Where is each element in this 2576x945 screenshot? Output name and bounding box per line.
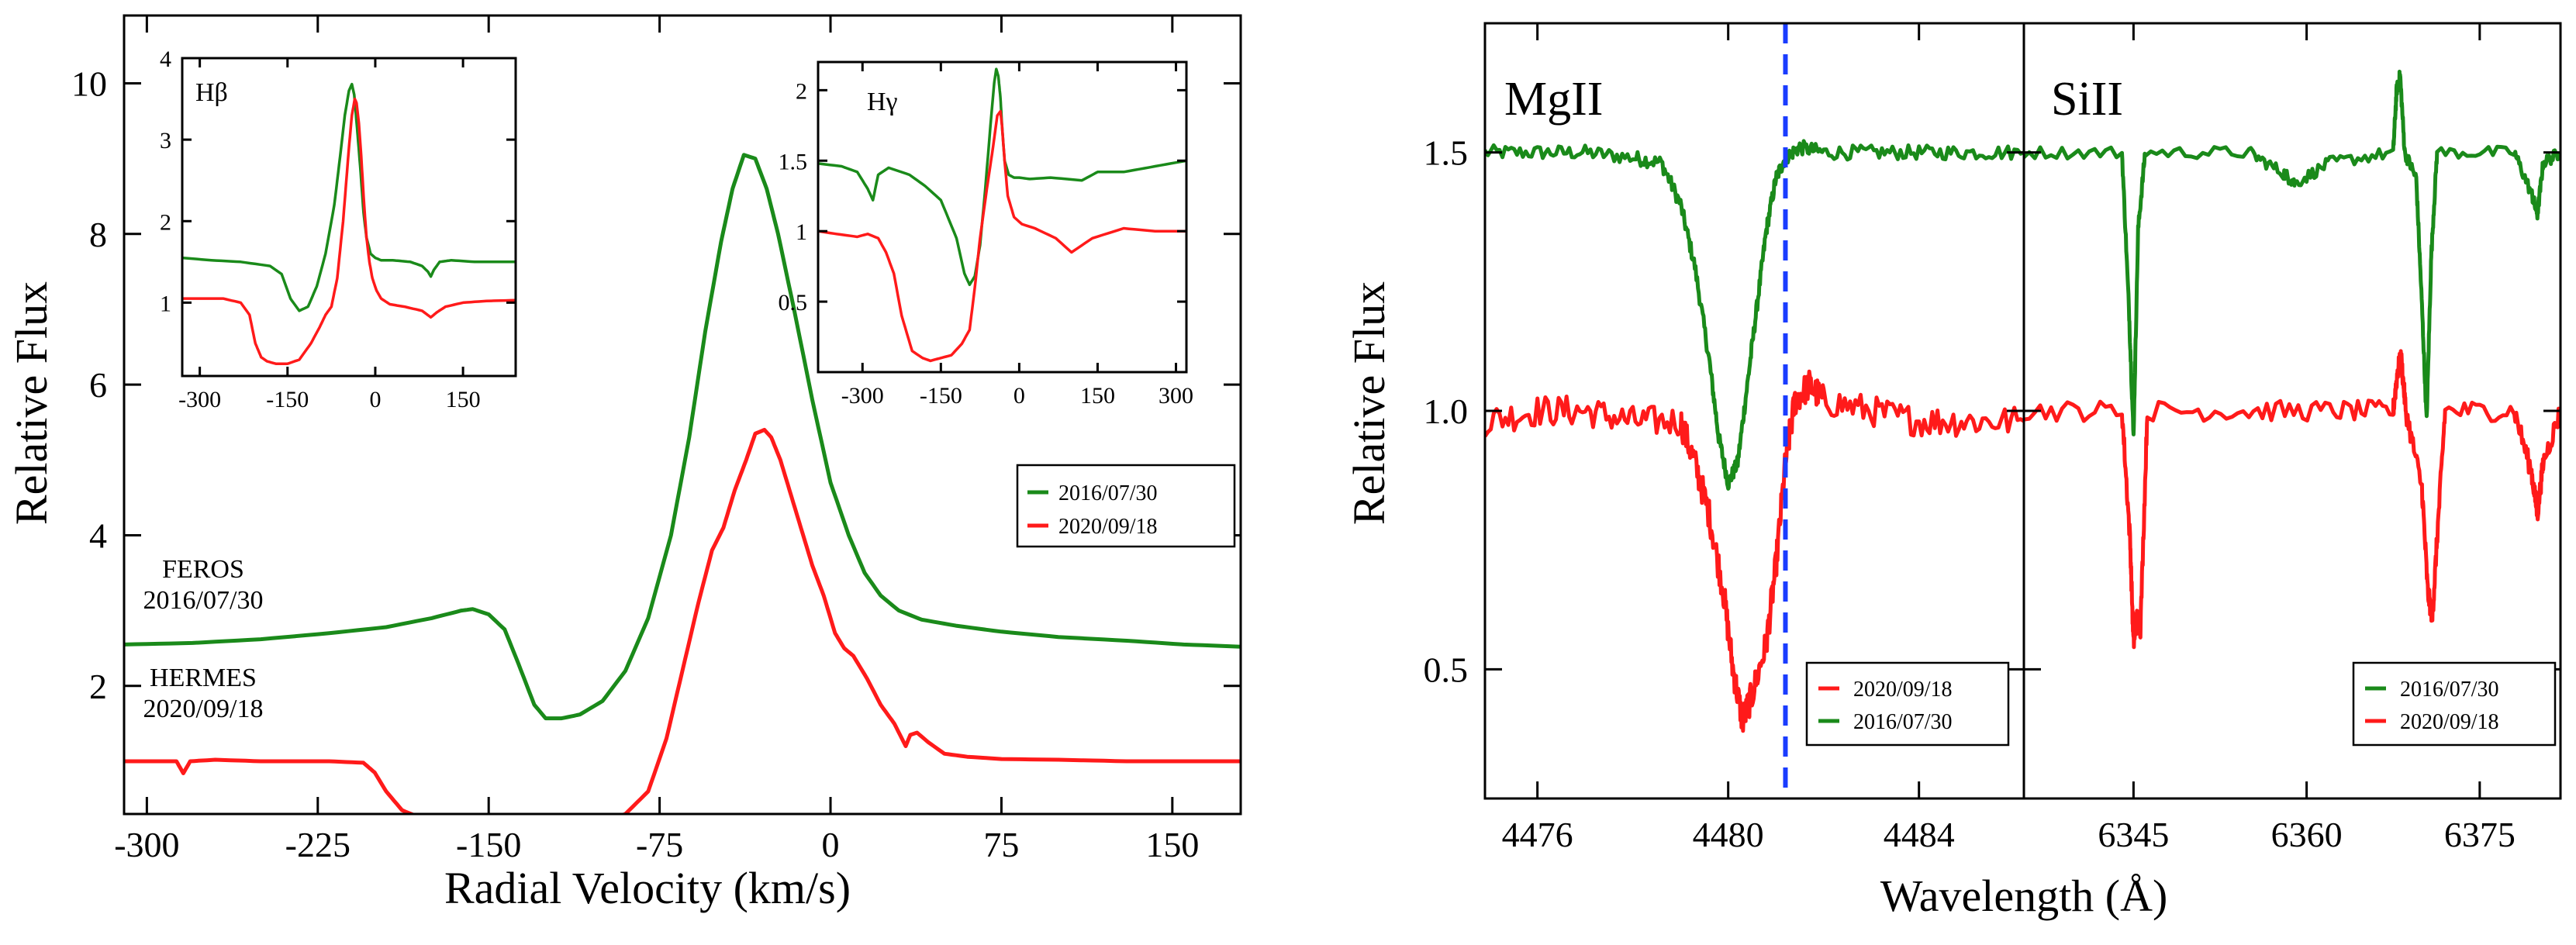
- hbeta-ytick-label: 1: [160, 291, 171, 316]
- hbeta-xtick-label: 0: [369, 387, 381, 412]
- hgamma-ytick-label: 1: [796, 219, 807, 245]
- feros-date: 2016/07/30: [143, 586, 264, 615]
- mgii-panel: 4476 4480 4484 0.5 1.0 1.5 MgII 2020/09/18 20…: [1344, 22, 2025, 854]
- main-ytick-label: 6: [89, 365, 107, 405]
- hbeta-series: [182, 82, 516, 365]
- siii-series: [2024, 69, 2560, 650]
- hbeta-ytick-label: 4: [160, 47, 171, 72]
- siii-frame: [2022, 22, 2562, 800]
- mg-xtick-label: 4476: [1502, 815, 1573, 854]
- hbeta-xtick-label: -150: [266, 387, 309, 412]
- siii-panel: 6345 6360 6375 SiII 2016/07/30 2020/09/18: [2022, 22, 2562, 854]
- main-series: [124, 153, 1241, 814]
- hgamma-inset: -300 -150 0 150 300 0.5 1 1.5 2 Hγ: [779, 60, 1193, 409]
- hermes-date: 2020/09/18: [143, 695, 264, 723]
- mgii-ticks: 4476 4480 4484 0.5 1.0 1.5: [1424, 23, 2024, 854]
- si-xtick-label: 6375: [2444, 815, 2516, 854]
- mg-xtick-label: 4484: [1884, 815, 1955, 854]
- main-ytick-label: 4: [89, 516, 107, 555]
- main-xtick-label: 150: [1145, 825, 1199, 864]
- mgii-legend-entry-1: 2020/09/18: [1853, 678, 1953, 702]
- right-xlabel: Wavelength (Å): [1880, 871, 2168, 921]
- main-xtick-label: 0: [822, 825, 840, 864]
- hbeta-series-green: [182, 82, 516, 312]
- main-xtick-label: -300: [114, 825, 179, 864]
- hgamma-xtick-label: -150: [920, 383, 962, 409]
- hgamma-series: [818, 67, 1186, 363]
- hbeta-series-red: [182, 97, 516, 365]
- mg-ytick-label: 1.0: [1424, 391, 1469, 431]
- main-xtick-label: -75: [636, 825, 683, 864]
- main-legend: 2016/07/30 2020/09/18: [1016, 464, 1236, 548]
- hgamma-xtick-label: -300: [841, 383, 884, 409]
- mgii-legend-entry-2: 2016/07/30: [1853, 710, 1953, 734]
- hgamma-ytick-label: 1.5: [779, 149, 808, 174]
- hbeta-xtick-label: 150: [446, 387, 481, 412]
- mg-ytick-label: 0.5: [1424, 650, 1469, 689]
- siii-ticks: 6345 6360 6375: [2024, 23, 2560, 854]
- main-ytick-label: 8: [89, 215, 107, 254]
- main-xtick-label: 75: [983, 825, 1019, 864]
- hgamma-series-red: [818, 109, 1186, 363]
- main-legend-entry-2: 2020/09/18: [1058, 515, 1158, 539]
- main-legend-entry-1: 2016/07/30: [1058, 481, 1158, 505]
- hermes-label: HERMES: [150, 664, 257, 692]
- si-xtick-label: 6360: [2271, 815, 2343, 854]
- mg-xtick-label: 4480: [1693, 815, 1764, 854]
- hgamma-ytick-label: 2: [796, 78, 807, 104]
- si-series-green: [2024, 69, 2560, 436]
- main-frame: [123, 14, 1242, 816]
- siii-legend-entry-2: 2020/09/18: [2400, 710, 2499, 734]
- mg-series-green: [1485, 139, 2024, 491]
- hbeta-ytick-label: 2: [160, 209, 171, 235]
- hgamma-series-green: [818, 67, 1186, 287]
- mg-ytick-label: 1.5: [1424, 133, 1469, 173]
- hbeta-inset: -300 -150 0 150 1 2 3 4 Hβ: [160, 47, 517, 412]
- mgii-title: MgII: [1504, 73, 1603, 126]
- siii-legend-box: [2352, 661, 2557, 747]
- main-xtick-label: -225: [285, 825, 350, 864]
- main-legend-box: [1016, 464, 1236, 548]
- hgamma-title: Hγ: [867, 88, 898, 116]
- main-xlabel: Radial Velocity (km/s): [444, 863, 851, 913]
- main-ytick-label: 10: [71, 64, 107, 103]
- right-ylabel: Relative Flux: [1344, 281, 1394, 525]
- mgii-legend: 2020/09/18 2016/07/30: [1805, 661, 2010, 747]
- siii-title: SiII: [2051, 73, 2123, 126]
- hbeta-title: Hβ: [195, 78, 228, 107]
- hbeta-ytick-label: 3: [160, 128, 171, 153]
- hgamma-xtick-label: 300: [1159, 383, 1193, 409]
- mgii-legend-box: [1805, 661, 2010, 747]
- hgamma-xtick-label: 150: [1080, 383, 1115, 409]
- main-xtick-label: -150: [456, 825, 521, 864]
- hgamma-ytick-label: 0.5: [779, 290, 808, 316]
- hbeta-background: [182, 58, 516, 376]
- main-series-red: [124, 427, 1241, 814]
- hgamma-xtick-label: 0: [1013, 383, 1025, 409]
- main-ytick-label: 2: [89, 667, 107, 706]
- si-xtick-label: 6345: [2098, 815, 2169, 854]
- si-series-red: [2024, 349, 2560, 650]
- mgii-series: [1485, 139, 2024, 733]
- hgamma-ticks: -300 -150 0 150 300 0.5 1 1.5 2: [779, 62, 1193, 409]
- siii-legend-entry-1: 2016/07/30: [2400, 678, 2499, 702]
- main-ylabel: Relative Flux: [6, 281, 57, 525]
- hbeta-xtick-label: -300: [178, 387, 221, 412]
- hbeta-frame: [181, 57, 517, 378]
- mg-series-red: [1485, 369, 2024, 733]
- hgamma-frame: [817, 60, 1188, 374]
- siii-legend: 2016/07/30 2020/09/18: [2352, 661, 2557, 747]
- main-series-green: [124, 153, 1241, 721]
- feros-label: FEROS: [162, 555, 244, 584]
